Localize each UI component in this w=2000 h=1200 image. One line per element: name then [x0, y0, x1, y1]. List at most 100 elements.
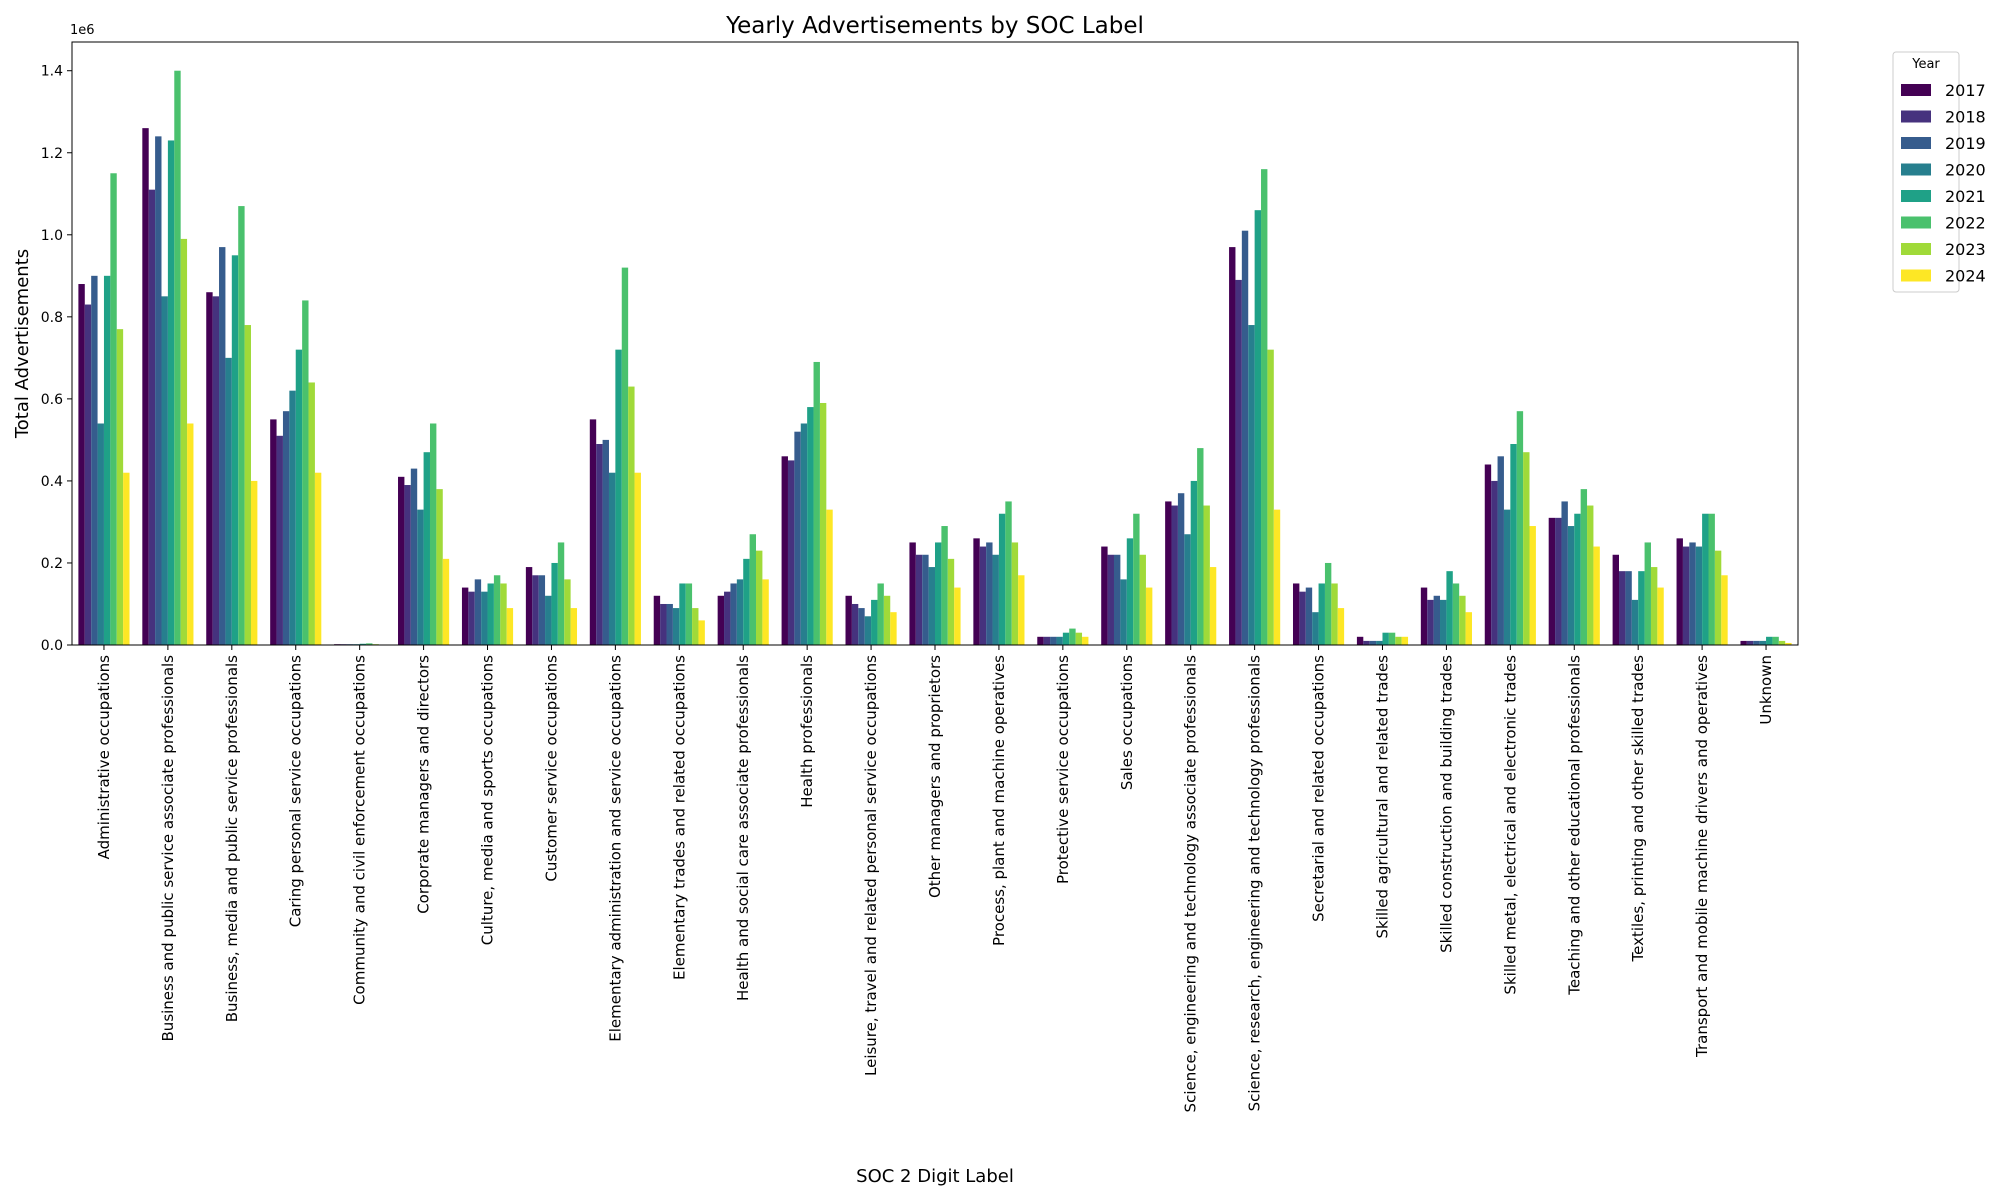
bar-2020-19: [1312, 612, 1319, 645]
bar-2023-8: [628, 386, 635, 645]
bar-2024-23: [1593, 546, 1600, 645]
bar-2017-0: [78, 284, 85, 645]
bar-2017-9: [653, 595, 661, 645]
bar-2019-26: [1753, 640, 1760, 645]
bar-2021-17: [1190, 480, 1198, 645]
x-tick-label: Business and public service associate pr…: [159, 655, 177, 1042]
bar-2022-5: [429, 423, 437, 645]
bar-2019-23: [1561, 501, 1568, 645]
bar-2021-2: [231, 255, 239, 645]
legend-title: Year: [1911, 57, 1940, 72]
bar-2017-1: [142, 128, 149, 645]
y-axis-label: Total Advertisements: [12, 249, 33, 439]
bar-2021-0: [103, 275, 111, 645]
bar-2024-12: [890, 612, 897, 645]
x-tick-label: Administrative occupations: [95, 655, 113, 860]
y-tick-label: 0.2: [41, 556, 63, 572]
bar-2017-11: [781, 456, 788, 645]
bar-2023-17: [1203, 505, 1210, 645]
bar-2018-7: [532, 575, 539, 645]
bar-2023-23: [1587, 505, 1594, 645]
bar-2018-26: [1746, 640, 1754, 645]
bar-2021-19: [1318, 583, 1325, 645]
y-tick-label: 0.8: [41, 310, 63, 326]
x-tick-label: Textiles, printing and other skilled tra…: [1629, 655, 1647, 963]
bar-2022-22: [1516, 411, 1524, 645]
bar-2018-19: [1299, 591, 1306, 645]
bar-2022-24: [1644, 542, 1651, 645]
bar-2022-7: [557, 542, 565, 645]
bar-2022-6: [493, 575, 501, 645]
x-tick-label: Elementary trades and related occupation…: [670, 655, 688, 980]
bar-2022-21: [1452, 583, 1460, 645]
bar-2017-5: [398, 476, 405, 645]
bar-2017-23: [1548, 517, 1556, 645]
x-tick-label: Caring personal service occupations: [287, 655, 305, 927]
bar-2019-24: [1625, 571, 1632, 645]
y-tick-label: 1.4: [41, 64, 63, 80]
legend-label-2018: 2018: [1945, 108, 1986, 127]
bar-2017-12: [845, 595, 852, 645]
bar-2020-7: [545, 595, 552, 645]
bar-2020-10: [736, 579, 744, 645]
x-tick-label: Other managers and proprietors: [926, 655, 944, 898]
bar-2019-7: [538, 575, 546, 645]
bar-2019-8: [602, 439, 609, 645]
bar-2021-22: [1510, 444, 1517, 645]
chart-title: Yearly Advertisements by SOC Label: [725, 13, 1144, 39]
bar-2019-2: [219, 247, 226, 645]
legend-swatch-2019: [1901, 137, 1931, 149]
x-tick-label: Health professionals: [798, 655, 816, 808]
bar-2017-15: [1037, 636, 1044, 645]
bar-2022-15: [1069, 628, 1076, 645]
bar-2022-20: [1388, 632, 1396, 645]
bar-2023-21: [1459, 595, 1466, 645]
bar-2019-0: [91, 275, 98, 645]
bar-2017-10: [717, 595, 725, 645]
bar-2023-15: [1075, 632, 1083, 645]
bar-2019-19: [1305, 587, 1313, 645]
bar-2021-14: [998, 513, 1006, 645]
bar-2020-11: [800, 423, 808, 645]
bar-2024-18: [1273, 509, 1281, 645]
bar-2024-24: [1657, 587, 1664, 645]
bar-2022-16: [1133, 513, 1140, 645]
legend-swatch-2020: [1901, 163, 1931, 176]
bar-2019-12: [858, 608, 865, 645]
bar-2023-0: [116, 329, 124, 645]
bar-2022-0: [110, 173, 117, 645]
legend-label-2021: 2021: [1945, 187, 1986, 206]
bar-2019-16: [1113, 554, 1121, 645]
bar-2018-9: [660, 603, 667, 645]
bar-2020-1: [161, 296, 168, 645]
y-axis-ticks: 0.0 0.2 0.4 0.6 0.8 1.0 1.2 1.4: [41, 64, 72, 654]
y-offset-label: 1e6: [70, 23, 95, 38]
bar-2018-14: [979, 546, 987, 645]
bar-2018-10: [724, 591, 731, 645]
y-tick-label: 0.6: [41, 392, 63, 408]
bar-2018-12: [851, 603, 859, 645]
plot-frame: [71, 41, 1799, 646]
x-tick-label: Skilled metal, electrical and electronic…: [1501, 655, 1519, 995]
bar-2021-9: [679, 583, 686, 645]
bar-2024-0: [123, 472, 130, 645]
bar-2023-10: [756, 550, 763, 645]
bar-2022-10: [749, 534, 756, 645]
bar-2019-20: [1369, 640, 1377, 645]
legend-label-2022: 2022: [1945, 214, 1986, 233]
x-tick-label: Skilled construction and building trades: [1437, 655, 1455, 953]
bar-2021-18: [1254, 210, 1262, 645]
bar-2020-5: [417, 509, 424, 645]
bar-2023-6: [500, 583, 507, 645]
bar-2022-8: [621, 267, 629, 645]
bar-2022-26: [1772, 636, 1779, 645]
bar-2019-18: [1241, 230, 1249, 645]
bar-2024-14: [1018, 575, 1025, 645]
bar-2021-15: [1062, 632, 1070, 645]
bar-2024-17: [1209, 567, 1217, 645]
bar-2024-16: [1145, 587, 1153, 645]
bar-2022-19: [1324, 562, 1332, 645]
y-tick-label: 1.0: [41, 228, 63, 244]
bar-2019-5: [410, 468, 418, 645]
